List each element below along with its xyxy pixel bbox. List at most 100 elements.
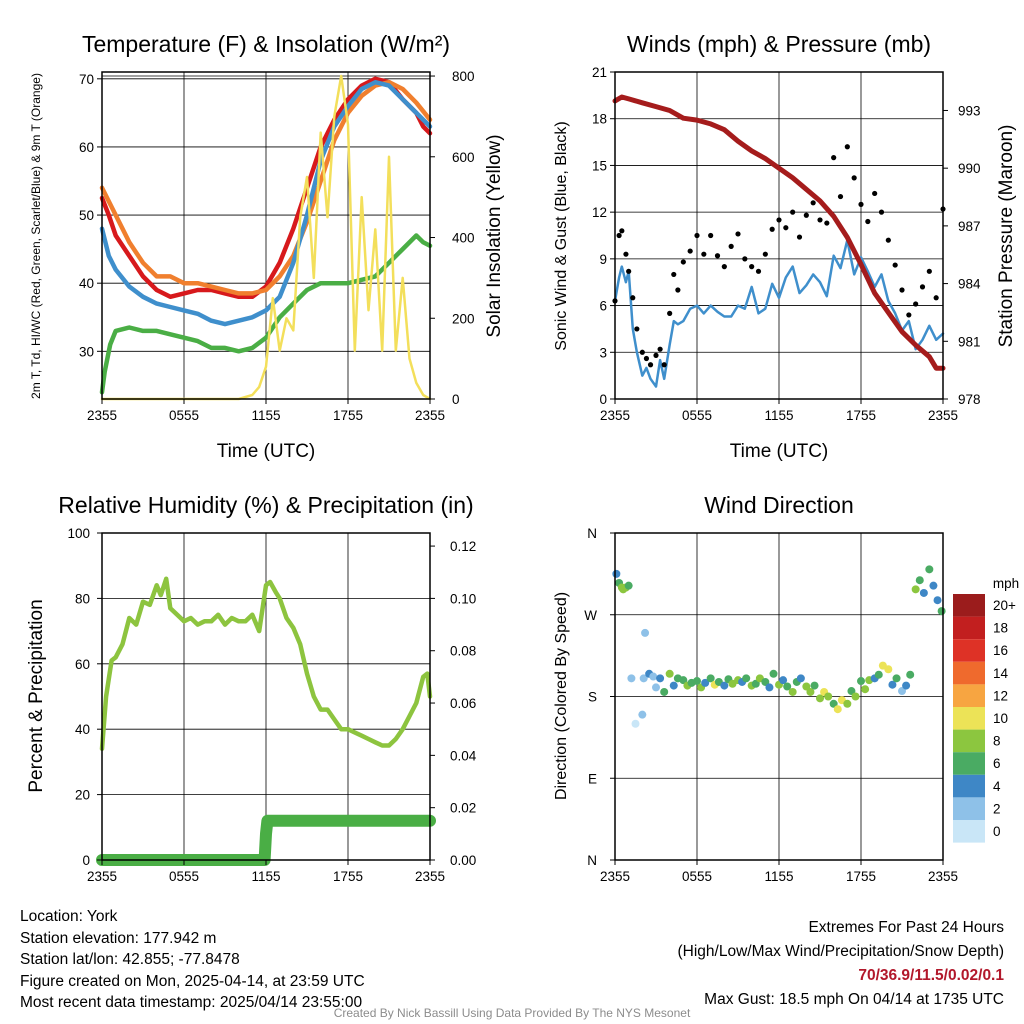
dir-ytick-label: W <box>584 608 597 623</box>
wind-gust-point <box>831 155 837 161</box>
wind-gust-point <box>667 310 673 316</box>
colorbar-label: 18 <box>993 621 1008 636</box>
wind-ytick-label: 21 <box>592 65 607 80</box>
dir-point <box>652 683 660 692</box>
dir-point <box>843 699 852 708</box>
rh-xtick-label: 2355 <box>415 869 445 884</box>
dir-point <box>884 665 893 674</box>
temp-xtick-label: 0555 <box>169 408 199 423</box>
rh-title: Relative Humidity (%) & Precipitation (i… <box>58 492 473 518</box>
dir-point <box>919 588 928 597</box>
extremes-box: Extremes For Past 24 Hours (High/Low/Max… <box>678 916 1005 1012</box>
info-created: Figure created on Mon, 2025-04-14, at 23… <box>20 972 365 990</box>
dir-point <box>627 674 636 683</box>
wind-gust-point <box>892 262 898 268</box>
dir-point <box>624 581 633 590</box>
wind-gust-point <box>661 362 667 368</box>
dir-point <box>669 681 678 690</box>
temp-series-dew <box>99 233 433 395</box>
dir-point <box>706 674 715 683</box>
wind-gust-point <box>817 217 823 223</box>
dir-point <box>761 677 770 686</box>
wind-gust-point <box>865 218 871 225</box>
dir-title: Wind Direction <box>704 492 854 518</box>
wind-gust-point <box>616 232 622 239</box>
wind-y2tick-label: 993 <box>958 103 981 118</box>
colorbar-swatch <box>953 661 985 685</box>
wind-gust-point <box>919 284 926 290</box>
wind-y2tick-label: 990 <box>958 161 981 176</box>
rh-xtick-label: 1755 <box>333 869 363 884</box>
colorbar-label: 6 <box>993 756 1001 771</box>
extremes-subtitle: (High/Low/Max Wind/Precipitation/Snow De… <box>677 943 1005 960</box>
dir-ytick-label: N <box>587 526 597 541</box>
temp-y2tick-label: 400 <box>452 231 475 246</box>
colorbar-swatch <box>953 797 985 820</box>
dir-point <box>898 687 906 696</box>
wind-ytick-label: 12 <box>592 205 607 220</box>
rh-y2tick-label: 0.12 <box>450 539 476 554</box>
dir-point <box>796 674 805 683</box>
dir-point <box>915 576 924 585</box>
wind-y2tick-label: 978 <box>958 392 981 407</box>
wind-gust-point <box>701 251 707 257</box>
rh-ylabel: Percent & Precipitation <box>26 599 47 792</box>
dir-xtick-label: 2355 <box>600 869 630 884</box>
rh-ytick-label: 0 <box>82 853 90 868</box>
wind-ytick-label: 0 <box>599 392 607 407</box>
colorbar-swatch <box>953 639 985 662</box>
wind-ylabel2: Station Pressure (Maroon) <box>996 125 1017 348</box>
dir-point <box>660 687 669 696</box>
wind-gust-point <box>844 144 850 150</box>
dir-point <box>861 685 870 694</box>
info-elevation: Station elevation: 177.942 m <box>20 929 217 947</box>
dir-point <box>679 676 688 685</box>
rh-grid <box>101 532 431 861</box>
wind-gust-point <box>694 232 700 239</box>
wind-gust-point <box>837 193 844 200</box>
rh-xtick-label: 2355 <box>87 869 117 884</box>
wind-gust-point <box>913 301 919 307</box>
wind-gust-point <box>643 355 650 362</box>
dir-point <box>806 687 815 696</box>
wind-gust-point <box>639 349 645 355</box>
rh-y2tick-label: 0.06 <box>450 696 476 711</box>
dir-point <box>851 692 860 701</box>
temp-ylabel2: Solar Insolation (Yellow) <box>484 134 505 337</box>
wind-xtick-label: 2355 <box>600 408 630 423</box>
wind-xtick-label: 1155 <box>764 408 793 423</box>
dir-point <box>783 682 792 691</box>
dir-xtick-label: 1755 <box>846 869 876 884</box>
wind-xtick-label: 0555 <box>682 408 712 423</box>
wind-ylabel: Sonic Wind & Gust (Blue, Black) <box>553 121 570 350</box>
dir-point <box>769 669 778 678</box>
rh-ytick-label: 40 <box>75 722 90 737</box>
colorbar-swatch <box>953 616 985 640</box>
temp-ytick-label: 60 <box>79 140 94 155</box>
dir-point <box>693 677 701 686</box>
colorbar-swatch <box>953 774 985 798</box>
wind-gust-point <box>790 209 796 215</box>
dir-point <box>788 687 797 696</box>
colorbar-label: 16 <box>993 643 1008 658</box>
dir-point <box>824 692 833 701</box>
wind-gust-point <box>899 287 905 293</box>
dir-point <box>902 681 911 690</box>
wind-series-sustained <box>613 238 945 388</box>
dir-point <box>742 674 751 683</box>
dir-point <box>810 681 819 690</box>
colorbar-label: 10 <box>993 711 1008 726</box>
rh-ytick-label: 100 <box>67 526 90 541</box>
wind-gust-point <box>680 259 686 265</box>
temp-grid <box>101 72 431 399</box>
wind-gust-point <box>796 234 803 240</box>
wind-gust-point <box>742 256 748 262</box>
wind-gust-point <box>653 352 659 358</box>
wind-gust-point <box>728 243 734 249</box>
temp-ytick-label: 40 <box>79 276 94 291</box>
dir-point <box>925 565 934 574</box>
colorbar-swatch <box>953 752 985 775</box>
rh-series-humidity <box>99 576 433 752</box>
wind-grid <box>614 71 944 400</box>
wind-gust-point <box>647 362 654 368</box>
